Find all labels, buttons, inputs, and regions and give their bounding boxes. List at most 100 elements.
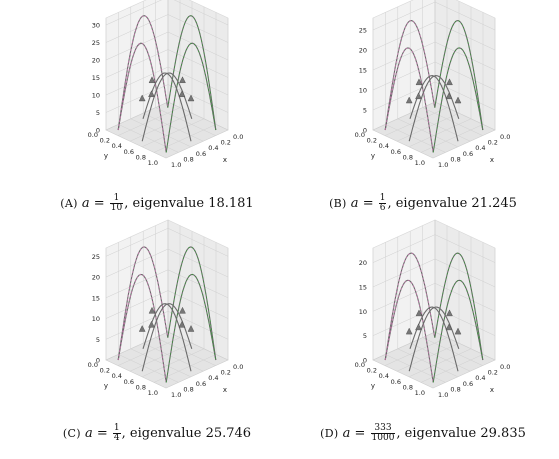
z-tick-label: 5 [96, 336, 100, 344]
x-tick-label: 0.8 [450, 155, 460, 163]
grid-line [141, 118, 205, 148]
vertex-marker [415, 92, 422, 100]
x-tick-label: 1.0 [438, 391, 448, 399]
y-tick-label: 0.6 [124, 148, 134, 156]
grid-line [167, 331, 229, 361]
grid-line [167, 31, 229, 61]
z-tick-label: 30 [92, 22, 100, 30]
surface-edge-front-right-overlay [432, 47, 484, 153]
y-tick-label: 1.0 [415, 159, 425, 167]
z-tick-label: 10 [359, 308, 367, 316]
grid-line [385, 124, 446, 153]
z-tick-label: 15 [92, 294, 100, 302]
grid-line [141, 348, 205, 378]
grid-line [117, 107, 181, 136]
grid-line [408, 348, 472, 378]
vertex-marker [178, 90, 186, 97]
grid-line [434, 81, 496, 111]
caption-letter-a: (A) [60, 197, 78, 210]
grid-line [105, 66, 169, 96]
grid-line [410, 342, 471, 372]
y-tick-label: 0.6 [391, 378, 401, 386]
grid-line [165, 359, 229, 389]
fraction-denominator: 6 [379, 203, 386, 213]
surface-edge-back-right-overlay [434, 20, 484, 131]
surface-edge-cross-2 [408, 306, 460, 372]
grid-line [167, 101, 229, 131]
z-tick-label: 15 [92, 74, 100, 82]
z-tick-label: 15 [359, 283, 367, 291]
surface-edge-back-right-overlay [434, 252, 484, 361]
x-tick-label: 0.2 [488, 139, 498, 147]
x-tick-label: 1.0 [171, 161, 181, 169]
grid-line [385, 354, 446, 383]
z-tick-label: 20 [92, 57, 100, 65]
x-tick-label: 0.0 [233, 133, 243, 141]
y-tick-label: 1.0 [415, 389, 425, 397]
vertex-marker [148, 76, 156, 83]
grid-line [420, 124, 484, 153]
vertex-marker [446, 78, 453, 86]
x-tick-label: 0.4 [208, 144, 218, 152]
grid-line [105, 331, 169, 361]
panel-a: 0 5 10 15 20 25 30 0.0 0.2 0.4 0.6 0.8 1.0 0.0 0.2 0.4 0… [38, 0, 278, 198]
grid-line [372, 61, 436, 91]
grid-line [372, 283, 436, 312]
x-tick-label: 0.0 [500, 363, 510, 371]
caption-var-a: a [81, 196, 90, 211]
grid-line [129, 112, 193, 142]
grid-line [372, 41, 436, 71]
grid-line [155, 337, 216, 366]
vertex-marker [415, 323, 422, 331]
caption-var-b: a [350, 196, 359, 211]
x-axis-label: x [223, 156, 227, 164]
grid-line [432, 359, 496, 389]
fraction-denominator: 1000 [371, 433, 395, 443]
grid-line [420, 354, 484, 383]
vertex-marker [454, 96, 462, 104]
z-tick-label: 15 [359, 67, 367, 75]
grid-line [105, 101, 169, 131]
x-tick-label: 0.6 [463, 150, 473, 158]
surface-edge-front-left-overlay [384, 279, 434, 383]
x-tick-label: 0.6 [463, 380, 473, 388]
caption-fraction-a: 1 10 [109, 194, 124, 213]
z-tick-label: 0 [96, 357, 100, 365]
vertex-marker [405, 327, 413, 335]
caption-letter-d: (D) [320, 427, 339, 440]
x-tick-label: 0.2 [221, 139, 231, 147]
grid-line [167, 290, 229, 319]
x-axis-label: x [490, 386, 494, 394]
x-tick-label: 0.4 [475, 374, 485, 382]
grid-line [117, 337, 181, 366]
surface-edge-back-left-overlay [384, 20, 436, 131]
fraction-denominator: 10 [110, 203, 123, 213]
grid-line [396, 112, 460, 142]
z-tick-label: 0 [363, 357, 367, 365]
plot-3d-c: 05101520250.00.20.40.60.81.00.00.20.40.6… [88, 219, 243, 399]
z-tick-label: 20 [359, 259, 367, 267]
vertex-marker [415, 309, 423, 317]
surface-edge-back-right-overlay [167, 246, 217, 361]
grid-line [105, 290, 169, 319]
y-tick-label: 0.2 [367, 367, 377, 375]
grid-line [372, 258, 436, 288]
surface-edge-back-left-overlay [117, 15, 169, 131]
vertex-marker [148, 320, 155, 328]
grid-line [167, 49, 229, 78]
grid-line [434, 258, 496, 288]
caption-eigenvalue-a: , eigenvalue 18.181 [124, 196, 254, 211]
grid-line [105, 129, 167, 159]
grid-line [105, 359, 167, 389]
y-axis-label: y [104, 382, 108, 390]
grid-line [118, 124, 179, 153]
y-tick-label: 0.6 [391, 148, 401, 156]
x-tick-label: 0.2 [488, 369, 498, 377]
y-tick-label: 0.0 [355, 131, 365, 139]
caption-eigenvalue-c: , eigenvalue 25.746 [121, 426, 252, 441]
vertex-marker [179, 76, 186, 83]
x-tick-label: 0.8 [183, 155, 193, 163]
y-tick-label: 0.2 [100, 137, 110, 145]
